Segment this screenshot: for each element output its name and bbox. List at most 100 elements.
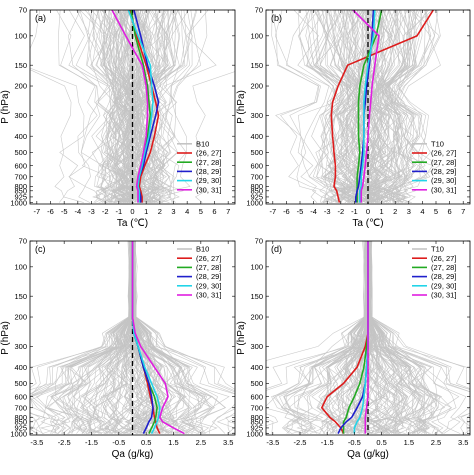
y-axis-label: P (hPa) (0, 90, 11, 124)
ensemble-line (134, 10, 162, 203)
panel-label: (a) (35, 13, 46, 23)
y-tick-label: 1000 (246, 198, 263, 207)
ensemble-line (376, 10, 417, 203)
y-tick-label: 800 (250, 413, 263, 422)
x-tick-label: 7 (226, 207, 230, 216)
x-axis-label: Ta (℃) (117, 218, 148, 229)
ensemble-line (139, 10, 161, 203)
legend-label: (27, 28] (431, 263, 456, 272)
ensemble-line (99, 10, 139, 203)
x-tick-label: -4 (74, 207, 81, 216)
ensemble-line (30, 69, 72, 203)
x-tick-label: 2.5 (431, 438, 441, 447)
ensemble-line (30, 241, 132, 434)
x-tick-label: -1.5 (85, 438, 98, 447)
x-tick-label: 4 (420, 207, 424, 216)
x-tick-label: -3 (88, 207, 95, 216)
ensemble-line (30, 241, 130, 434)
x-tick-label: -1 (351, 207, 358, 216)
ensemble-line (358, 10, 396, 203)
panel-d: 701001502003004005006007008008509251000-… (236, 237, 471, 460)
legend: B10(26, 27](27, 28](28, 29](29, 30](30, … (177, 139, 221, 194)
legend-label: (29, 30] (196, 281, 221, 290)
panel-a: 701001502003004005006007008008509251000-… (0, 6, 236, 229)
ensemble-line (192, 71, 235, 203)
y-tick-label: 300 (250, 111, 263, 120)
x-tick-label: 2.5 (196, 438, 206, 447)
legend-label: T10 (431, 245, 444, 254)
legend-label: (30, 31] (196, 185, 221, 194)
x-tick-label: 5 (199, 207, 203, 216)
x-tick-label: 6 (212, 207, 216, 216)
series-lines (131, 241, 185, 435)
legend-label: (27, 28] (196, 158, 221, 167)
panel-c: 701001502003004005006007008008509251000-… (0, 237, 236, 460)
y-tick-label: 850 (14, 417, 27, 426)
ensemble-line (364, 10, 396, 203)
y-tick-label: 600 (14, 161, 27, 170)
y-tick-label: 150 (14, 61, 27, 70)
ensemble-line (314, 10, 349, 203)
ensemble-line (381, 10, 411, 203)
series-lines (111, 10, 160, 203)
y-axis-label: P (hPa) (236, 90, 247, 124)
x-tick-label: 2 (393, 207, 397, 216)
ensemble-line (50, 241, 132, 434)
legend-label: (27, 28] (196, 263, 221, 272)
y-tick-label: 925 (14, 193, 27, 202)
ensemble-line (288, 241, 367, 434)
legend-label: (30, 31] (431, 185, 456, 194)
y-tick-label: 850 (250, 417, 263, 426)
y-tick-label: 700 (250, 172, 263, 181)
x-tick-label: -5 (61, 207, 68, 216)
y-tick-label: 500 (14, 379, 27, 388)
x-tick-label: -4 (310, 207, 317, 216)
series-line-1 (330, 10, 434, 203)
y-tick-label: 70 (255, 6, 263, 15)
ensemble-line (86, 10, 123, 203)
x-tick-label: -0.5 (112, 438, 125, 447)
y-tick-label: 700 (14, 403, 27, 412)
ensemble-line (108, 10, 134, 203)
x-axis-label: Ta (℃) (352, 218, 383, 229)
ensemble-line (337, 10, 359, 203)
y-tick-label: 70 (255, 237, 263, 246)
x-tick-label: 4 (185, 207, 189, 216)
x-tick-label: 1 (144, 207, 148, 216)
ensemble-line (370, 241, 470, 434)
x-tick-label: -1 (115, 207, 122, 216)
y-tick-label: 800 (14, 413, 27, 422)
ensemble-line (149, 10, 197, 203)
y-tick-label: 600 (250, 392, 263, 401)
panel-label: (b) (271, 13, 282, 23)
y-tick-label: 1000 (246, 429, 263, 438)
ensemble-line (133, 241, 235, 434)
ensemble-line (30, 241, 131, 434)
y-tick-label: 200 (250, 313, 263, 322)
series-line-5 (131, 241, 185, 435)
legend-label: B10 (196, 245, 209, 254)
ensemble-line (114, 10, 138, 203)
y-tick-label: 925 (250, 424, 263, 433)
ensemble-line (382, 10, 418, 203)
x-tick-label: -1.5 (321, 438, 334, 447)
legend-label: (28, 29] (431, 272, 456, 281)
x-tick-label: -5 (297, 207, 304, 216)
ensemble-line (393, 10, 427, 203)
ensemble-line (383, 10, 433, 203)
spaghetti-lines (271, 10, 441, 203)
x-tick-label: -6 (283, 207, 290, 216)
x-axis-label: Qa (g/kg) (112, 449, 154, 460)
ensemble-line (134, 241, 235, 434)
ensemble-line (101, 10, 132, 203)
x-tick-label: 0 (130, 207, 134, 216)
legend-label: (26, 27] (431, 254, 456, 263)
ensemble-line (75, 10, 111, 203)
ensemble-line (274, 10, 322, 203)
x-tick-label: 3 (171, 207, 175, 216)
legend: T10(26, 27](27, 28](28, 29](29, 30](30, … (412, 245, 456, 300)
y-tick-label: 400 (14, 363, 27, 372)
ensemble-line (341, 10, 363, 203)
ensemble-line (91, 241, 133, 434)
